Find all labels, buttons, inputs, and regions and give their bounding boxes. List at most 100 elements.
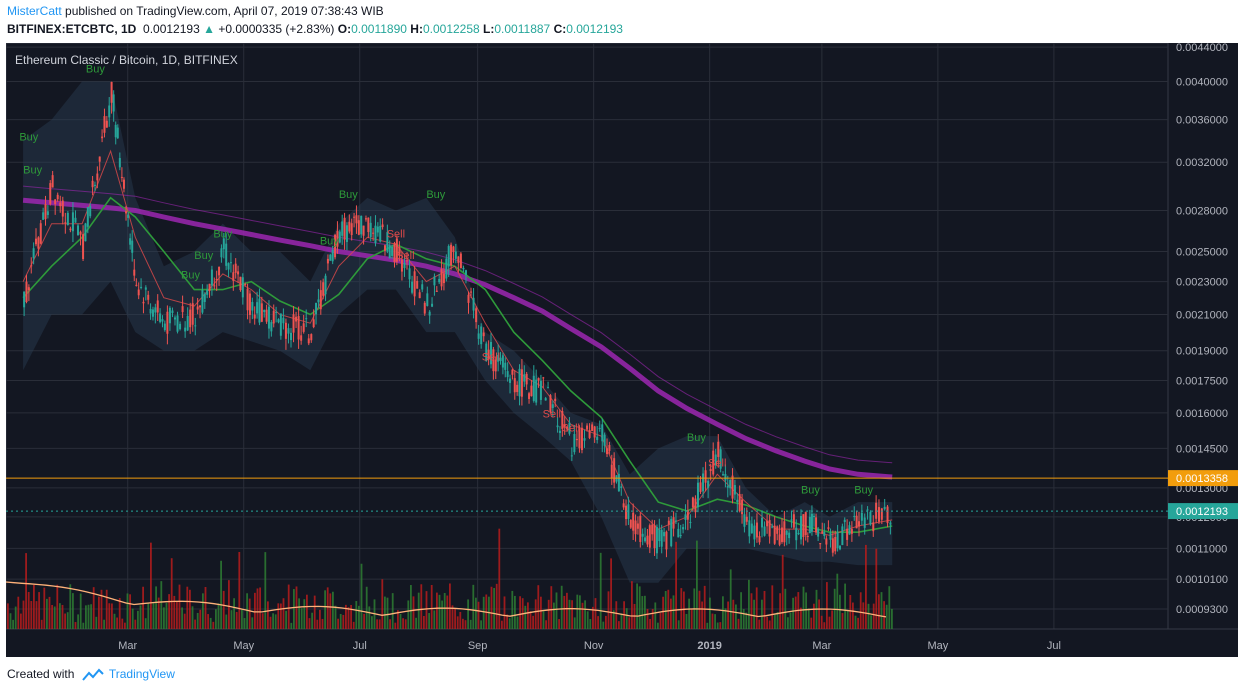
candle-body (810, 513, 813, 532)
signal-label: Sell (708, 457, 726, 469)
last-price-label: 0.0012193 (1176, 506, 1228, 518)
candle-body (310, 334, 313, 341)
candle-body (677, 528, 680, 538)
volume-bar (389, 619, 391, 629)
author-link[interactable]: MisterCatt (7, 4, 62, 18)
volume-bar (27, 591, 30, 629)
volume-bar (828, 616, 831, 629)
y-tick-label: 0.0021000 (1176, 310, 1228, 322)
candle-body (168, 307, 171, 324)
candle-body (442, 273, 445, 284)
volume-bar (116, 617, 118, 629)
volume-bar (300, 608, 303, 629)
volume-bar (501, 620, 503, 629)
candles (23, 81, 892, 559)
candle-body (260, 303, 263, 322)
volume-bar (826, 582, 828, 629)
volume-bar (454, 608, 456, 629)
volume-bar (789, 612, 792, 629)
candle-body (317, 299, 320, 303)
volume-bar (820, 615, 823, 629)
candle-body (860, 512, 863, 521)
volume-bar (449, 583, 451, 629)
volume-bar (183, 613, 186, 629)
volume-bar (576, 594, 579, 629)
volume-bar (59, 603, 61, 629)
tradingview-link[interactable]: TradingView (108, 667, 175, 681)
volume-bar (534, 599, 537, 629)
candle-body (84, 223, 87, 242)
candle-body (324, 275, 327, 295)
candle-body (804, 512, 807, 536)
volume-bar (394, 622, 397, 629)
candle-body (445, 258, 448, 279)
high-label: H: (410, 22, 423, 36)
candle-body (331, 249, 334, 262)
candle-body (866, 509, 869, 511)
y-tick-label: 0.0016000 (1176, 408, 1228, 420)
volume-bar (176, 601, 178, 629)
volume-bar (875, 548, 878, 629)
published-text: published on TradingView.com, April 07, … (65, 4, 384, 18)
candle-body (622, 503, 625, 508)
candle-body (122, 179, 125, 189)
candle-body (858, 521, 861, 527)
candle-body (499, 357, 502, 361)
volume-bar (467, 599, 469, 629)
candle-body (667, 520, 670, 525)
candle-body (256, 302, 259, 314)
volume-bar (831, 610, 833, 629)
volume-bar (774, 614, 776, 629)
volume-bar (503, 596, 506, 629)
volume-bar (391, 593, 394, 629)
volume-bar (397, 610, 399, 629)
volume-bar (371, 616, 373, 629)
candle-body (144, 287, 147, 290)
candle-body (189, 309, 192, 328)
candle-body (196, 306, 199, 310)
volume-bar (527, 602, 529, 629)
candle-body (464, 270, 467, 275)
price-chart[interactable]: 0.0044000 0.0040000 0.0036000 0.0032000 0.00… (6, 43, 1238, 657)
candle-body (783, 521, 786, 543)
volume-bar (482, 596, 485, 629)
candle-body (593, 426, 596, 438)
volume-bar (672, 595, 675, 629)
volume-bar (360, 563, 363, 629)
volume-bar (475, 597, 477, 629)
x-tick-label: Jul (1047, 640, 1061, 652)
volume-bar (399, 613, 402, 629)
candle-body (773, 525, 776, 544)
candle-body (295, 316, 298, 322)
x-tick-label: Sep (468, 640, 488, 652)
candle-body (227, 263, 230, 270)
volume-bar (612, 610, 615, 629)
candle-body (702, 473, 705, 492)
volume-bar (363, 613, 365, 629)
volume-bar (472, 584, 475, 629)
candle-body (724, 473, 727, 481)
volume-bar (82, 622, 85, 629)
candle-body (815, 517, 818, 533)
candle-body (355, 215, 358, 224)
volume-bar (516, 616, 519, 629)
candle-body (490, 342, 493, 365)
candle-body (836, 532, 839, 549)
candle-body (297, 315, 300, 340)
volume-bar (347, 607, 350, 629)
candle-body (343, 217, 346, 240)
volume-bar (446, 595, 449, 629)
candle-body (353, 216, 356, 218)
candle-body (838, 545, 841, 550)
candle-body (817, 528, 820, 537)
high-value: 0.0012258 (422, 22, 480, 36)
volume-bar (638, 586, 641, 629)
candle-body (485, 343, 488, 362)
candle-body (287, 328, 290, 334)
candle-body (96, 173, 99, 181)
candle-body (56, 194, 59, 200)
volume-bar (787, 617, 789, 629)
candle-body (270, 322, 273, 332)
volume-bar (462, 618, 464, 629)
volume-bar (459, 611, 462, 629)
